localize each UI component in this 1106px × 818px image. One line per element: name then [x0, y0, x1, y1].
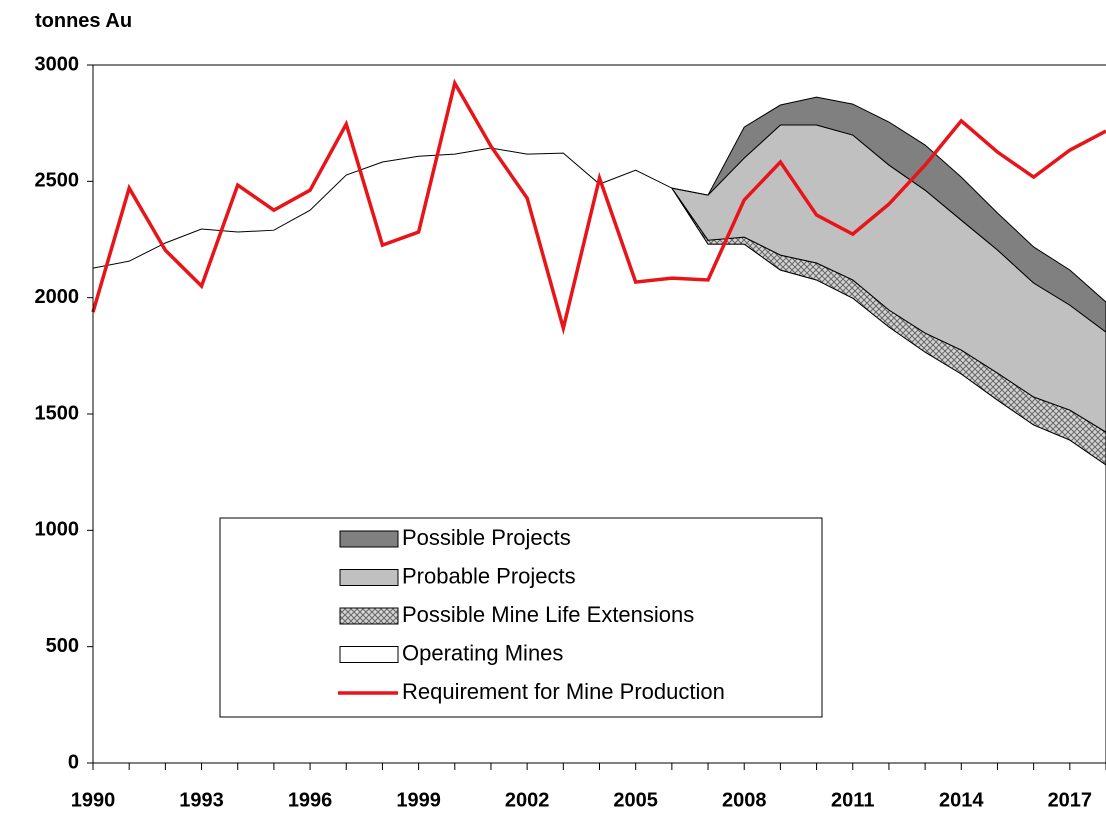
- legend-label: Requirement for Mine Production: [402, 679, 725, 704]
- legend-label: Possible Mine Life Extensions: [402, 602, 694, 627]
- y-tick-label: 1000: [35, 519, 80, 541]
- x-tick-label: 2005: [613, 789, 658, 811]
- y-tick-label: 2000: [35, 286, 80, 308]
- x-tick-label: 1999: [396, 789, 441, 811]
- x-tick-label: 2017: [1048, 789, 1093, 811]
- legend-label: Possible Projects: [402, 525, 571, 550]
- x-tick-label: 1993: [179, 789, 224, 811]
- area: [671, 96, 1106, 333]
- y-tick-label: 0: [68, 751, 79, 773]
- legend-label: Probable Projects: [402, 563, 576, 588]
- y-tick-label: 1500: [35, 402, 80, 424]
- x-tick-label: 2008: [722, 789, 767, 811]
- x-tick-label: 1990: [71, 789, 116, 811]
- legend-box: [219, 517, 823, 718]
- x-tick-label: 2014: [939, 789, 984, 811]
- legend-swatch: [339, 646, 399, 663]
- line: [91, 78, 1106, 336]
- x-tick-label: 1996: [288, 789, 333, 811]
- legend-label: Operating Mines: [402, 640, 563, 665]
- legend-swatch: [339, 569, 399, 586]
- y-tick-label: 2500: [35, 170, 80, 192]
- legend-swatch: [339, 530, 399, 548]
- y-tick-label: 500: [46, 635, 79, 657]
- x-tick-label: 2002: [505, 789, 550, 811]
- y-axis-label: tonnes Au: [35, 10, 132, 32]
- x-tick-label: 2011: [831, 789, 874, 811]
- legend-swatch: [339, 607, 399, 625]
- y-tick-label: 3000: [35, 53, 80, 75]
